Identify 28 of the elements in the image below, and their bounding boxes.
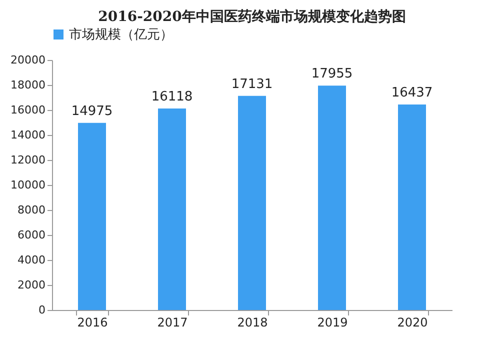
legend-label: 市场规模（亿元） — [69, 28, 173, 42]
y-tick-label: 12000 — [10, 154, 46, 166]
data-label: 14975 — [71, 104, 113, 119]
y-tick-label: 18000 — [10, 78, 46, 92]
data-label: 16437 — [391, 86, 433, 101]
y-tick-label: 8000 — [18, 204, 46, 216]
y-tick-label: 4000 — [18, 254, 46, 266]
data-label: 17131 — [231, 76, 273, 92]
data-label: 16118 — [151, 90, 193, 105]
bar — [158, 108, 186, 310]
chart-title: 2016-2020年中国医药终端市场规模变化趋势图 — [98, 8, 406, 25]
bar — [398, 104, 426, 310]
y-tick-label: 16000 — [10, 104, 46, 116]
x-tick-label: 2020 — [397, 316, 428, 330]
bar — [238, 96, 266, 310]
y-tick-label: 10000 — [10, 178, 46, 192]
x-tick-label: 2019 — [317, 316, 348, 330]
bar — [318, 86, 346, 310]
y-tick-label: 2000 — [18, 278, 46, 292]
x-tick-label: 2018 — [237, 316, 268, 330]
bar — [78, 122, 106, 310]
x-tick-label: 2017 — [157, 316, 188, 330]
y-tick-label: 0 — [38, 304, 46, 316]
y-tick-label: 14000 — [10, 128, 46, 142]
data-label: 17955 — [311, 66, 353, 82]
x-tick-label: 2016 — [77, 316, 108, 330]
y-tick-label: 20000 — [10, 54, 46, 66]
y-tick-label: 6000 — [18, 228, 46, 242]
